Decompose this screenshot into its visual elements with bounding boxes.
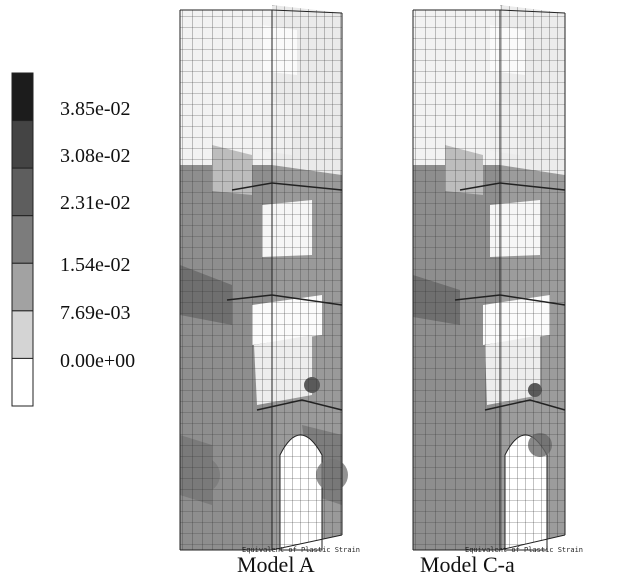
legend-swatch-1 bbox=[11, 72, 34, 122]
legend-label-1: 3.85e-02 bbox=[60, 98, 131, 120]
legend-label-4: 1.54e-02 bbox=[60, 254, 131, 276]
caption-model-c-a: Model C-a bbox=[420, 552, 515, 577]
legend-swatch-2 bbox=[11, 120, 34, 169]
legend-swatch-4 bbox=[11, 215, 34, 264]
legend-label-3: 2.31e-02 bbox=[60, 192, 131, 214]
caption-model-a: Model A bbox=[237, 552, 315, 577]
legend-swatch-6 bbox=[11, 310, 34, 359]
legend-swatch-5 bbox=[11, 262, 34, 312]
legend-label-5: 7.69e-03 bbox=[60, 302, 131, 324]
model-c-a-overlay-text: Equivalent of Plastic Strain bbox=[465, 546, 583, 554]
legend-swatch-7 bbox=[11, 357, 34, 407]
model-a-mesh: Equivalent of Plastic Strain bbox=[179, 5, 360, 554]
model-c-a-mesh: Equivalent of Plastic Strain bbox=[412, 5, 583, 554]
legend-swatch-3 bbox=[11, 167, 34, 217]
legend-label-6: 0.00e+00 bbox=[60, 350, 136, 372]
model-a-overlay-text: Equivalent of Plastic Strain bbox=[242, 546, 360, 554]
legend-label-2: 3.08e-02 bbox=[60, 145, 131, 167]
